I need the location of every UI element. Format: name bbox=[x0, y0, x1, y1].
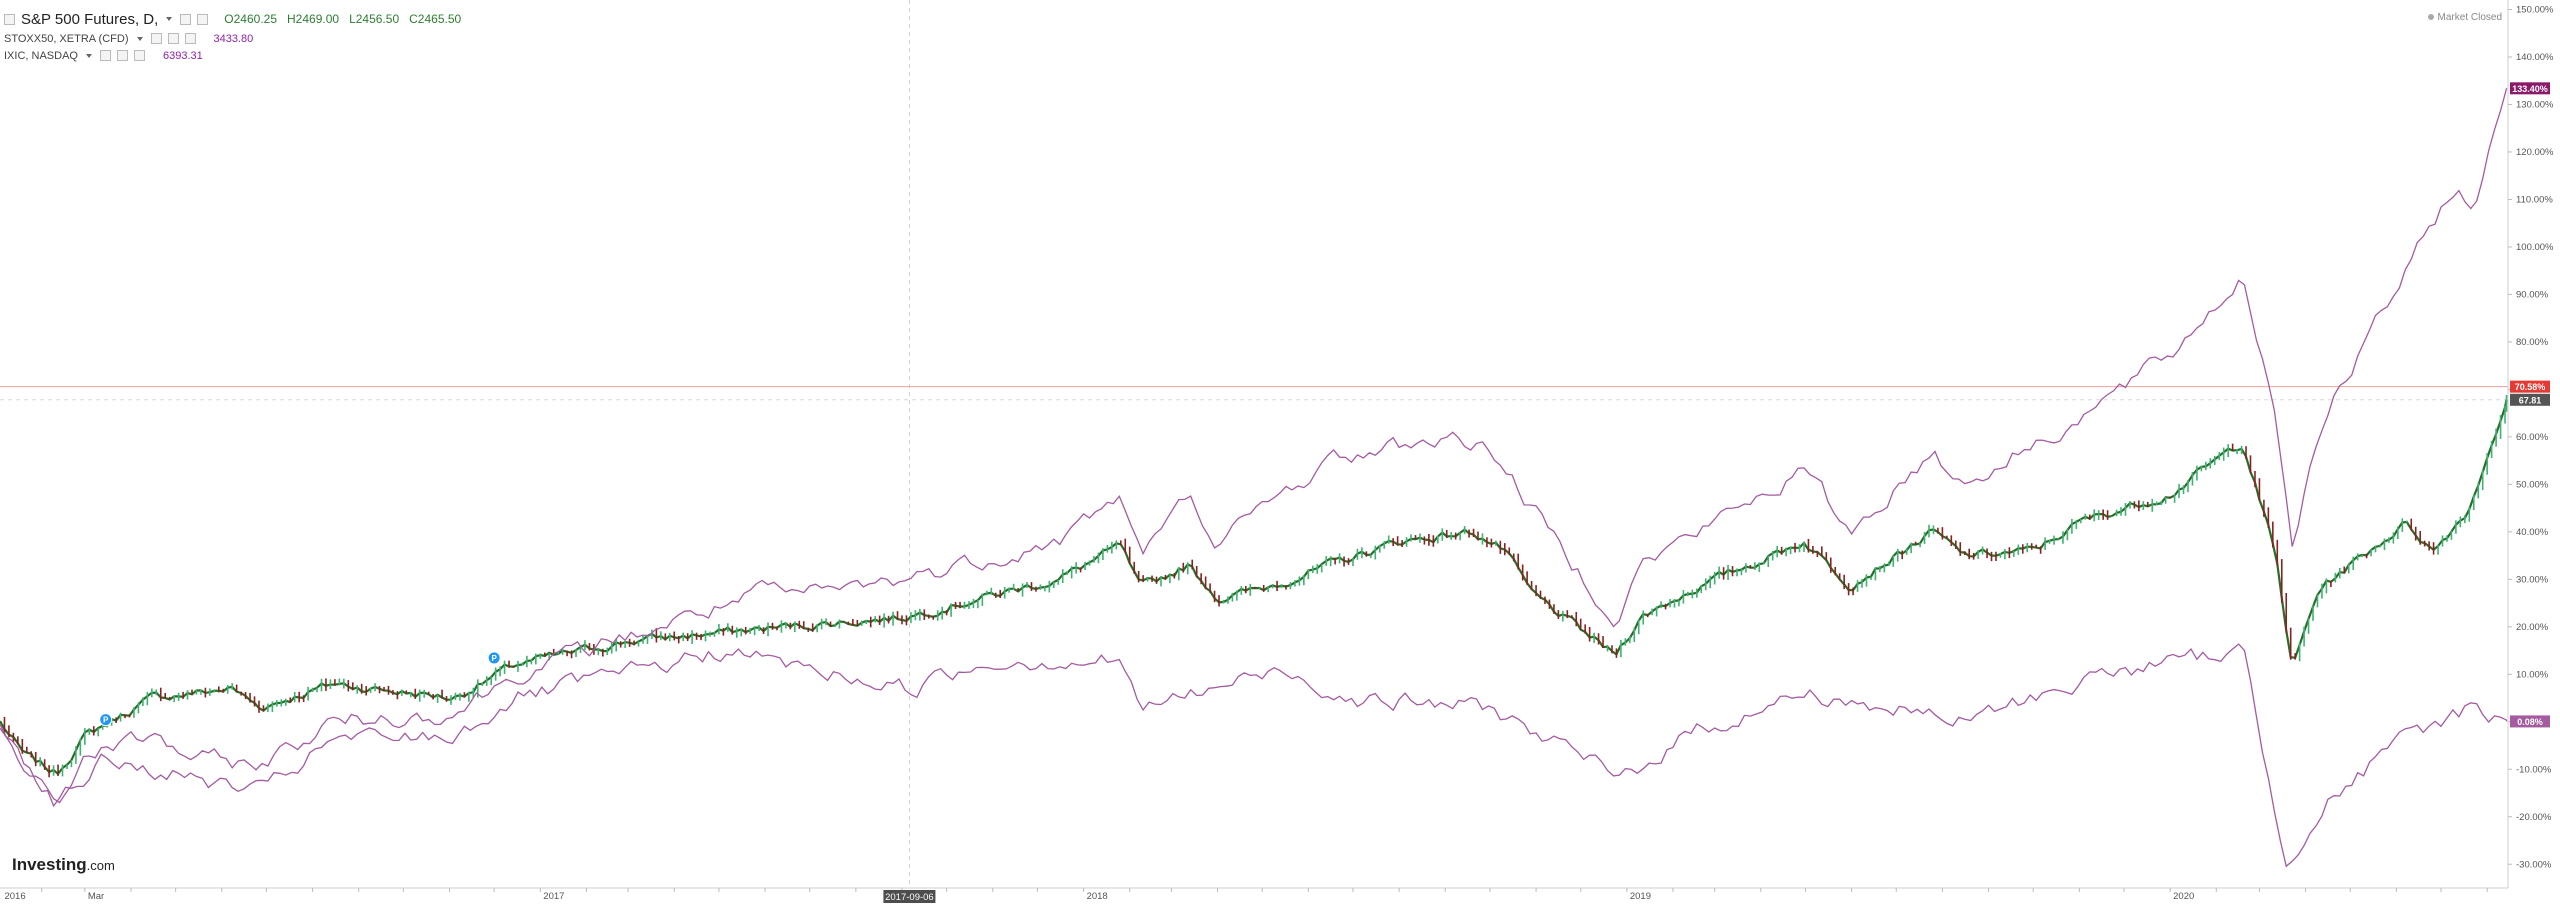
collapse-icon[interactable] bbox=[4, 13, 15, 25]
legend-compare-row: STOXX50, XETRA (CFD) 3433.80 bbox=[4, 30, 461, 47]
x-tick-label: Mar bbox=[88, 891, 104, 902]
y-tick-label: 130.00% bbox=[2516, 99, 2554, 110]
x-axis[interactable]: 2016 Mar 2017 2018 2019 2020 2017-09-06 bbox=[0, 887, 2508, 903]
event-marker-label: P bbox=[491, 654, 497, 663]
x-tick-label: 2018 bbox=[1087, 891, 1108, 902]
price-badge bbox=[2510, 380, 2550, 393]
close-icon[interactable] bbox=[197, 13, 209, 25]
logo-suffix: .com bbox=[86, 858, 115, 873]
logo-brand: Investing bbox=[12, 855, 87, 874]
close-icon[interactable] bbox=[133, 50, 145, 61]
ohlc-open: O2460.25 bbox=[224, 12, 278, 26]
crosshair-date-label: 2017-09-06 bbox=[885, 892, 934, 903]
price-badge-label: 67.81 bbox=[2519, 395, 2542, 405]
chevron-down-icon[interactable] bbox=[166, 17, 173, 21]
y-tick-label: 30.00% bbox=[2516, 574, 2549, 585]
market-status-label: Market Closed bbox=[2437, 12, 2502, 23]
event-marker-label: P bbox=[103, 716, 109, 725]
crosshair-date-box bbox=[883, 890, 936, 903]
event-marker-icon bbox=[99, 713, 113, 727]
ohlc-low: L2456.50 bbox=[349, 12, 400, 26]
main-symbol-label[interactable]: S&P 500 Futures, D, bbox=[21, 10, 159, 28]
ohlc-high: H2469.00 bbox=[287, 12, 340, 26]
y-tick-label: 20.00% bbox=[2516, 622, 2549, 633]
y-axis[interactable]: 150.00% 140.00% 130.00% 120.00% 110.00% 100.0… bbox=[2507, 0, 2554, 888]
ohlc-close: C2465.50 bbox=[409, 12, 462, 26]
compare-value: 6393.31 bbox=[162, 49, 203, 62]
series-layer bbox=[0, 88, 2508, 868]
price-badge bbox=[2510, 393, 2550, 406]
price-badge bbox=[2510, 82, 2550, 95]
x-tick-label: 2016 bbox=[4, 891, 25, 902]
y-tick-label: 80.00% bbox=[2516, 337, 2549, 348]
brand-logo: Investing.com bbox=[12, 855, 115, 875]
y-tick-label: 60.00% bbox=[2516, 432, 2549, 443]
y-tick-label: 100.00% bbox=[2516, 242, 2554, 253]
series-line-stoxx50 bbox=[0, 643, 2508, 868]
settings-icon[interactable] bbox=[116, 50, 128, 61]
price-badge-label: 0.08% bbox=[2517, 717, 2543, 727]
event-marker-icon bbox=[487, 651, 501, 665]
y-tick-label: -30.00% bbox=[2516, 859, 2552, 870]
x-tick-label: 2020 bbox=[2173, 891, 2194, 902]
y-tick-label: 90.00% bbox=[2516, 289, 2549, 300]
price-badge-label: 70.58% bbox=[2515, 382, 2546, 392]
price-badges: 133.40% 70.58% 67.81 0.08% bbox=[2510, 82, 2550, 728]
y-tick-label: 120.00% bbox=[2516, 147, 2554, 158]
y-tick-label: 150.00% bbox=[2516, 4, 2554, 15]
chevron-down-icon[interactable] bbox=[136, 36, 143, 41]
y-tick-label: -10.00% bbox=[2516, 764, 2552, 775]
legend-main-row: S&P 500 Futures, D, O2460.25 H2469.00 L2… bbox=[4, 8, 461, 30]
series-line-ixic bbox=[0, 88, 2508, 804]
chevron-down-icon[interactable] bbox=[85, 53, 92, 58]
visibility-icon[interactable] bbox=[99, 50, 111, 61]
y-tick-label: 50.00% bbox=[2516, 479, 2549, 490]
y-tick-label: 110.00% bbox=[2516, 194, 2553, 205]
y-tick-label: 10.00% bbox=[2516, 669, 2549, 680]
y-tick-label: 140.00% bbox=[2516, 52, 2554, 63]
settings-icon[interactable] bbox=[167, 33, 179, 44]
compare-symbol-label[interactable]: STOXX50, XETRA (CFD) bbox=[4, 32, 129, 45]
legend: S&P 500 Futures, D, O2460.25 H2469.00 L2… bbox=[4, 8, 461, 64]
status-dot-icon bbox=[2427, 14, 2434, 21]
compare-value: 3433.80 bbox=[213, 32, 254, 45]
x-tick-label: 2017 bbox=[543, 891, 564, 902]
y-tick-label: 40.00% bbox=[2516, 527, 2549, 538]
series-candles bbox=[0, 395, 2508, 778]
legend-compare-row: IXIC, NASDAQ 6393.31 bbox=[4, 47, 461, 64]
compare-symbol-label[interactable]: IXIC, NASDAQ bbox=[4, 49, 78, 62]
y-tick-label: -20.00% bbox=[2516, 812, 2552, 823]
reference-lines bbox=[0, 0, 2508, 888]
price-badge-label: 133.40% bbox=[2512, 84, 2548, 94]
price-badge bbox=[2510, 715, 2550, 728]
close-icon[interactable] bbox=[184, 33, 196, 44]
visibility-icon[interactable] bbox=[150, 33, 162, 44]
market-status: Market Closed bbox=[2427, 12, 2502, 23]
x-tick-label: 2019 bbox=[1630, 891, 1651, 902]
event-markers: PP bbox=[99, 651, 501, 727]
settings-icon[interactable] bbox=[180, 13, 192, 25]
